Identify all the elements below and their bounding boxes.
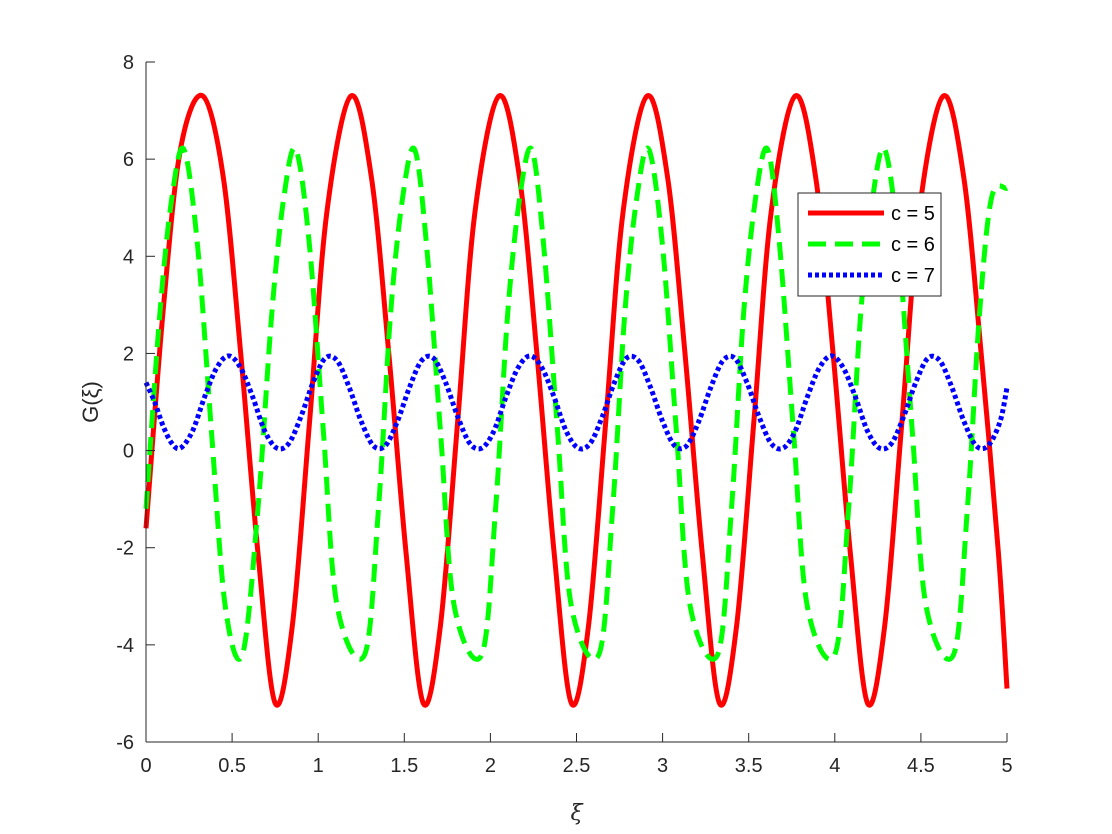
x-tick-label: 0.5 <box>218 755 246 777</box>
y-tick-label: 8 <box>123 52 134 74</box>
x-tick-label: 0 <box>140 755 151 777</box>
x-tick-label: 3 <box>657 755 668 777</box>
legend-label-3: c = 7 <box>891 265 935 287</box>
x-tick-label: 4 <box>829 755 840 777</box>
y-tick-label: -2 <box>116 538 134 560</box>
x-tick-label: 1 <box>313 755 324 777</box>
x-axis-label: ξ <box>570 801 584 826</box>
series-line-1 <box>143 92 1010 708</box>
y-tick-label: 4 <box>123 246 134 268</box>
series-line-3 <box>143 353 1010 452</box>
legend-label-1: c = 5 <box>891 203 935 225</box>
x-tick-label: 1.5 <box>390 755 418 777</box>
legend: c = 5 c = 6 c = 7 <box>797 192 942 297</box>
x-tick-label: 2.5 <box>563 755 591 777</box>
plot-lines <box>143 92 1010 708</box>
legend-label-2: c = 6 <box>891 234 935 256</box>
x-tick-label: 2 <box>485 755 496 777</box>
y-tick-label: 2 <box>123 343 134 365</box>
y-tick-label: 0 <box>123 441 134 463</box>
y-tick-label: -4 <box>116 635 134 657</box>
x-tick-label: 4.5 <box>907 755 935 777</box>
y-tick-label: 6 <box>123 149 134 171</box>
x-tick-label: 3.5 <box>735 755 763 777</box>
x-tick-label: 5 <box>1001 755 1012 777</box>
series-line-2 <box>143 145 1009 662</box>
axes: 0 0.5 1 1.5 2 2.5 3 3.5 4 4.5 5 -6 -4 -2 0 2 4 6 8 ξ G(ξ) <box>78 52 1013 826</box>
y-axis-label: G(ξ) <box>78 381 103 423</box>
y-tick-label: -6 <box>116 732 134 754</box>
